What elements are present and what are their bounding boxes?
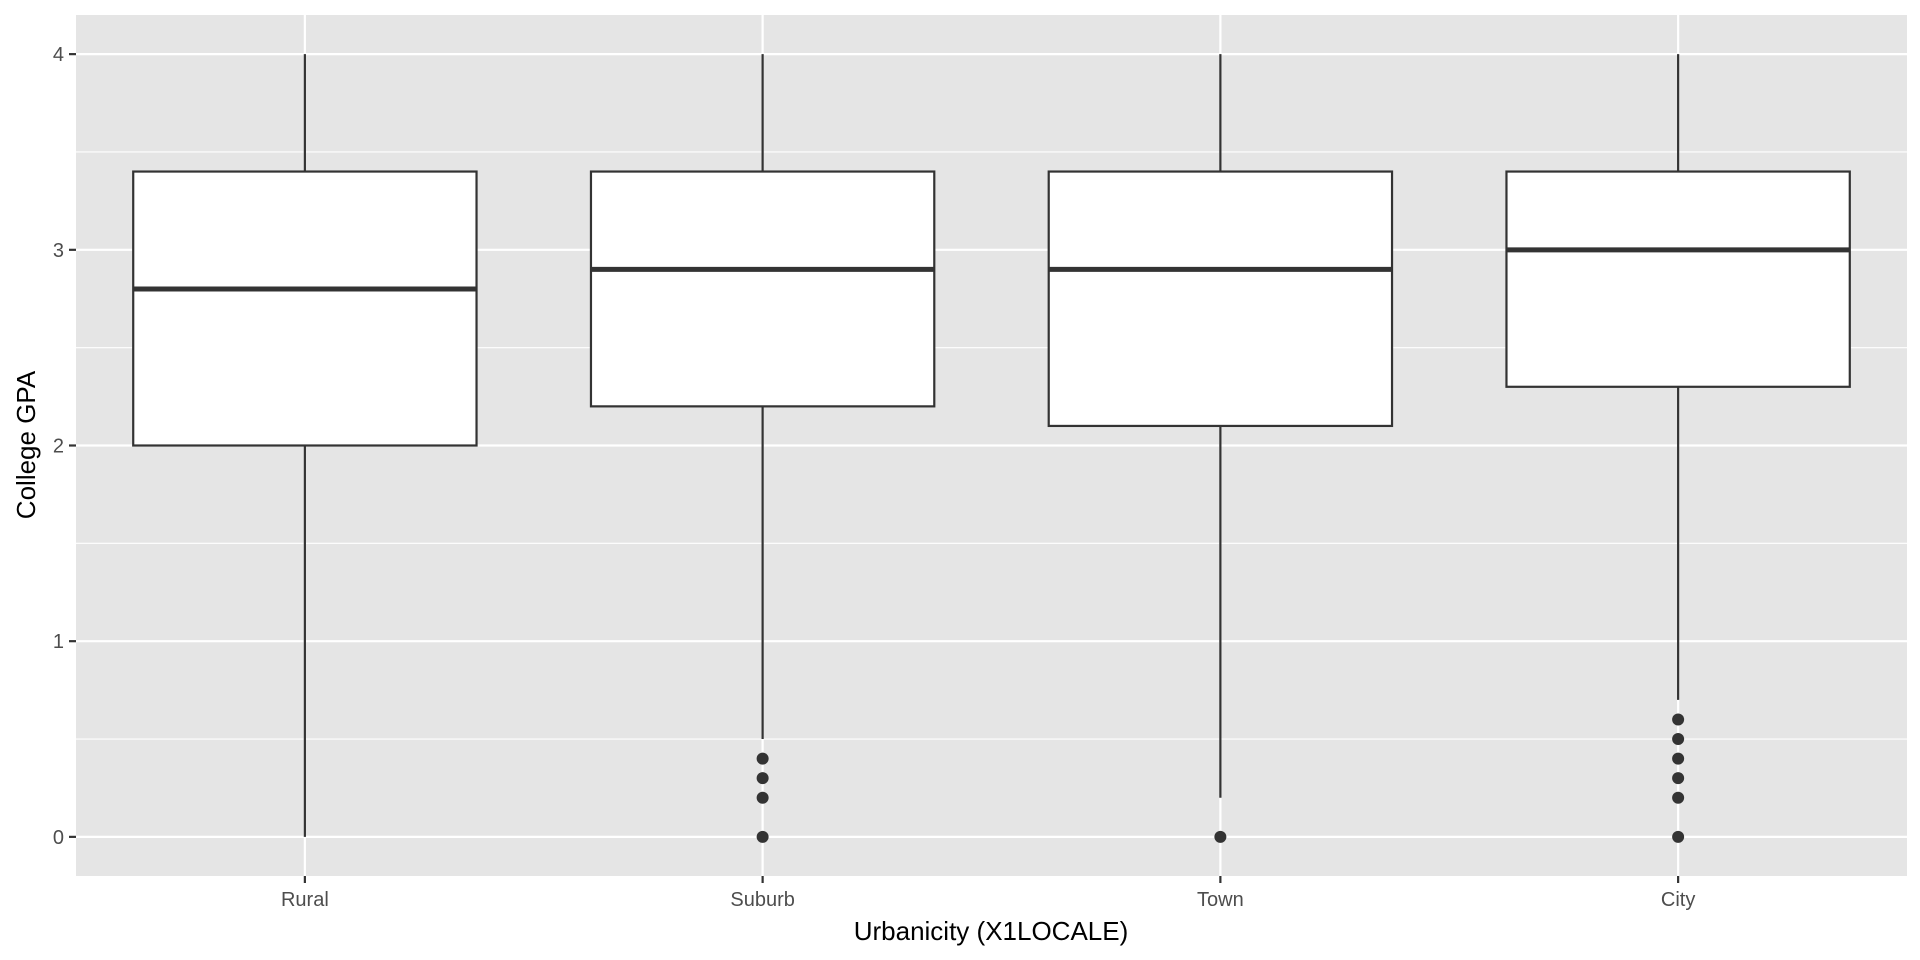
outlier-point — [1672, 791, 1685, 804]
x-tick-label: Suburb — [730, 889, 795, 911]
y-tick-label: 2 — [53, 436, 64, 458]
outlier-point — [1672, 830, 1685, 843]
box-town — [1047, 54, 1394, 843]
box-rural — [132, 54, 478, 837]
y-tick-label: 4 — [53, 44, 64, 66]
outlier-point — [756, 791, 769, 804]
x-tick-label: Town — [1197, 889, 1244, 911]
outlier-point — [1672, 713, 1685, 726]
x-axis-ticks: Rural Suburb Town City — [281, 876, 1695, 911]
outlier-point — [1672, 772, 1685, 785]
y-tick-label: 1 — [53, 631, 64, 653]
box-suburb — [589, 54, 936, 843]
y-tick-label: 3 — [53, 240, 64, 262]
interquartile-box — [132, 170, 478, 447]
boxes — [132, 54, 1851, 843]
outlier-point — [1672, 733, 1685, 746]
x-axis-title: Urbanicity (X1LOCALE) — [854, 916, 1129, 946]
x-tick-label: City — [1661, 889, 1695, 911]
outlier-point — [756, 752, 769, 765]
interquartile-box — [1505, 170, 1851, 388]
y-axis-ticks: 0 1 2 3 4 — [53, 44, 76, 849]
y-tick-label: 0 — [53, 827, 64, 849]
outlier-point — [756, 772, 769, 785]
outlier-point — [1672, 752, 1685, 765]
x-tick-label: Rural — [281, 889, 329, 911]
outlier-point — [1214, 830, 1227, 843]
outlier-point — [756, 830, 769, 843]
interquartile-box — [589, 170, 936, 408]
box-city — [1505, 54, 1851, 843]
y-axis-title: College GPA — [11, 370, 41, 519]
interquartile-box — [1047, 170, 1394, 428]
